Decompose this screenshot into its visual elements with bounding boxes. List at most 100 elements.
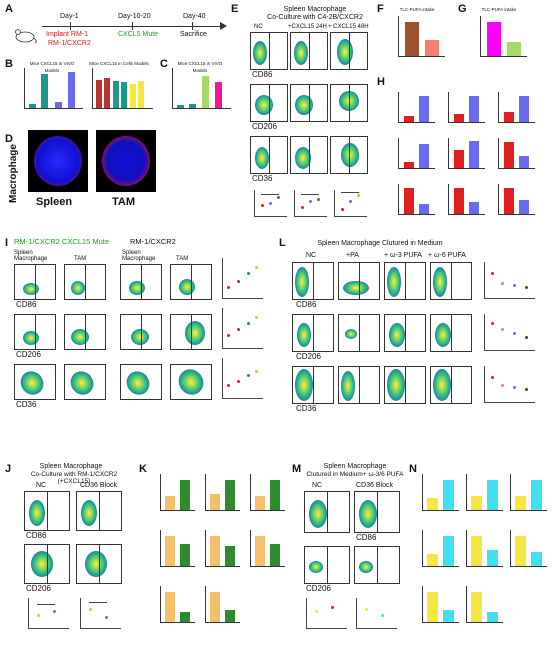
panel-j-label: J bbox=[5, 463, 12, 475]
panel-h-label: H bbox=[377, 76, 385, 88]
panel-n-label: N bbox=[409, 463, 417, 475]
panel-b-chart2 bbox=[92, 68, 153, 109]
e-flow-plot bbox=[250, 136, 288, 174]
n-bar-chart bbox=[422, 586, 459, 623]
e-col-48h: + CXCL15 48H bbox=[328, 24, 369, 30]
panel-f-label: F bbox=[377, 3, 384, 15]
e-row-cd86: CD86 bbox=[252, 70, 273, 79]
panel-j-title2: Co-Culture with RM-1/CXCR2 (+CXCL15) bbox=[30, 471, 118, 485]
panel-c-chart bbox=[172, 68, 231, 109]
l-row-cd36: CD36 bbox=[296, 404, 317, 413]
i-flow-plot bbox=[170, 314, 212, 350]
l-flow-plot bbox=[430, 262, 472, 300]
i-dotplot bbox=[222, 358, 263, 399]
mouse-icon bbox=[15, 29, 37, 44]
panel-f-chart bbox=[398, 16, 445, 57]
k-bar-chart bbox=[250, 530, 285, 567]
k-bar-chart bbox=[160, 474, 195, 511]
l-flow-plot bbox=[384, 314, 426, 352]
j-flow-plot bbox=[24, 544, 70, 584]
n-bar-chart bbox=[510, 474, 547, 511]
l-col-pa: +PA bbox=[346, 252, 359, 259]
i-flow-plot bbox=[64, 264, 106, 300]
h-bar-chart bbox=[498, 138, 535, 169]
j-flow-plot bbox=[76, 544, 122, 584]
e-row-cd36: CD36 bbox=[252, 174, 273, 183]
panel-f-title: TLC-PUFA intake bbox=[399, 7, 435, 12]
tick-day40 bbox=[192, 22, 193, 30]
panel-c-label: C bbox=[160, 58, 168, 70]
e-flow-plot bbox=[290, 136, 328, 174]
n-bar-chart bbox=[466, 586, 503, 623]
h-bar-chart bbox=[498, 92, 535, 123]
j-row-cd86: CD86 bbox=[26, 531, 47, 540]
panel-i-header2: RM-1/CXCR2 bbox=[130, 237, 176, 246]
i-col-tam2: TAM bbox=[176, 256, 189, 262]
l-flow-plot bbox=[430, 366, 472, 404]
m-flow-plot bbox=[354, 546, 400, 584]
j-flow-plot bbox=[76, 491, 122, 531]
panel-d-label: D bbox=[5, 133, 13, 145]
n-bar-chart bbox=[422, 474, 459, 511]
i-flow-plot bbox=[170, 364, 212, 400]
n-bar-chart bbox=[466, 530, 503, 567]
label-implant2: RM-1/CXCR2 bbox=[48, 40, 91, 47]
l-col-nc: NC bbox=[306, 252, 317, 259]
h-bar-chart bbox=[398, 92, 435, 123]
e-flow-plot bbox=[290, 32, 328, 70]
tam-cell-image bbox=[96, 130, 156, 192]
e-flow-plot bbox=[330, 136, 368, 174]
i-dotplot bbox=[222, 258, 263, 299]
l-flow-plot bbox=[430, 314, 472, 352]
l-flow-plot bbox=[292, 366, 334, 404]
l-dotplot bbox=[484, 262, 535, 299]
label-mute: CXCL5 Mute bbox=[118, 31, 159, 38]
panel-m-label: M bbox=[292, 463, 302, 475]
m-row-cd206: CD206 bbox=[306, 584, 331, 593]
i-row-cd206: CD206 bbox=[16, 350, 41, 359]
e-dotplot bbox=[294, 190, 327, 217]
m-dotplot bbox=[306, 598, 347, 629]
panel-e-title1: Spleen Macrophage bbox=[283, 6, 347, 13]
i-flow-plot bbox=[64, 364, 106, 400]
i-flow-plot bbox=[64, 314, 106, 350]
i-flow-plot bbox=[120, 314, 162, 350]
panel-b-title1: Mice CXCL15 in VIVO Models bbox=[29, 61, 75, 73]
panel-d-ylabel: Macrophage bbox=[7, 144, 19, 203]
h-bar-chart bbox=[498, 184, 535, 215]
e-dotplot bbox=[254, 190, 287, 217]
l-flow-plot bbox=[384, 262, 426, 300]
timeline-arrow bbox=[220, 22, 227, 30]
h-bar-chart bbox=[448, 138, 485, 169]
m-flow-plot bbox=[304, 491, 350, 533]
h-bar-chart bbox=[448, 92, 485, 123]
panel-i-label: I bbox=[5, 237, 9, 249]
j-row-cd206: CD206 bbox=[26, 584, 51, 593]
l-flow-plot bbox=[384, 366, 426, 404]
label-day10: Day-10-20 bbox=[118, 13, 151, 20]
l-flow-plot bbox=[292, 262, 334, 300]
l-row-cd206: CD206 bbox=[296, 352, 321, 361]
panel-k-label: K bbox=[139, 463, 147, 475]
e-col-24h: +CXCL15 24H bbox=[288, 24, 327, 30]
i-flow-plot bbox=[14, 314, 56, 350]
h-bar-chart bbox=[448, 184, 485, 215]
i-flow-plot bbox=[170, 264, 212, 300]
panel-b-label: B bbox=[5, 58, 13, 70]
label-sacrifice: Sacrifice bbox=[180, 31, 207, 38]
k-bar-chart bbox=[250, 474, 285, 511]
n-bar-chart bbox=[422, 530, 459, 567]
i-row-cd36: CD36 bbox=[16, 400, 37, 409]
h-bar-chart bbox=[398, 138, 435, 169]
n-bar-chart bbox=[510, 530, 547, 567]
j-dotplot bbox=[80, 598, 121, 629]
m-flow-plot bbox=[304, 546, 350, 584]
e-row-cd206: CD206 bbox=[252, 122, 277, 131]
m-col-nc: NC bbox=[312, 482, 323, 489]
e-flow-plot bbox=[330, 32, 368, 70]
k-bar-chart bbox=[205, 474, 240, 511]
m-flow-plot bbox=[354, 491, 400, 533]
e-flow-plot bbox=[250, 84, 288, 122]
l-col-w6: + ω-6 PUFA bbox=[428, 252, 466, 259]
l-col-w3: + ω-3 PUFA bbox=[384, 252, 422, 259]
